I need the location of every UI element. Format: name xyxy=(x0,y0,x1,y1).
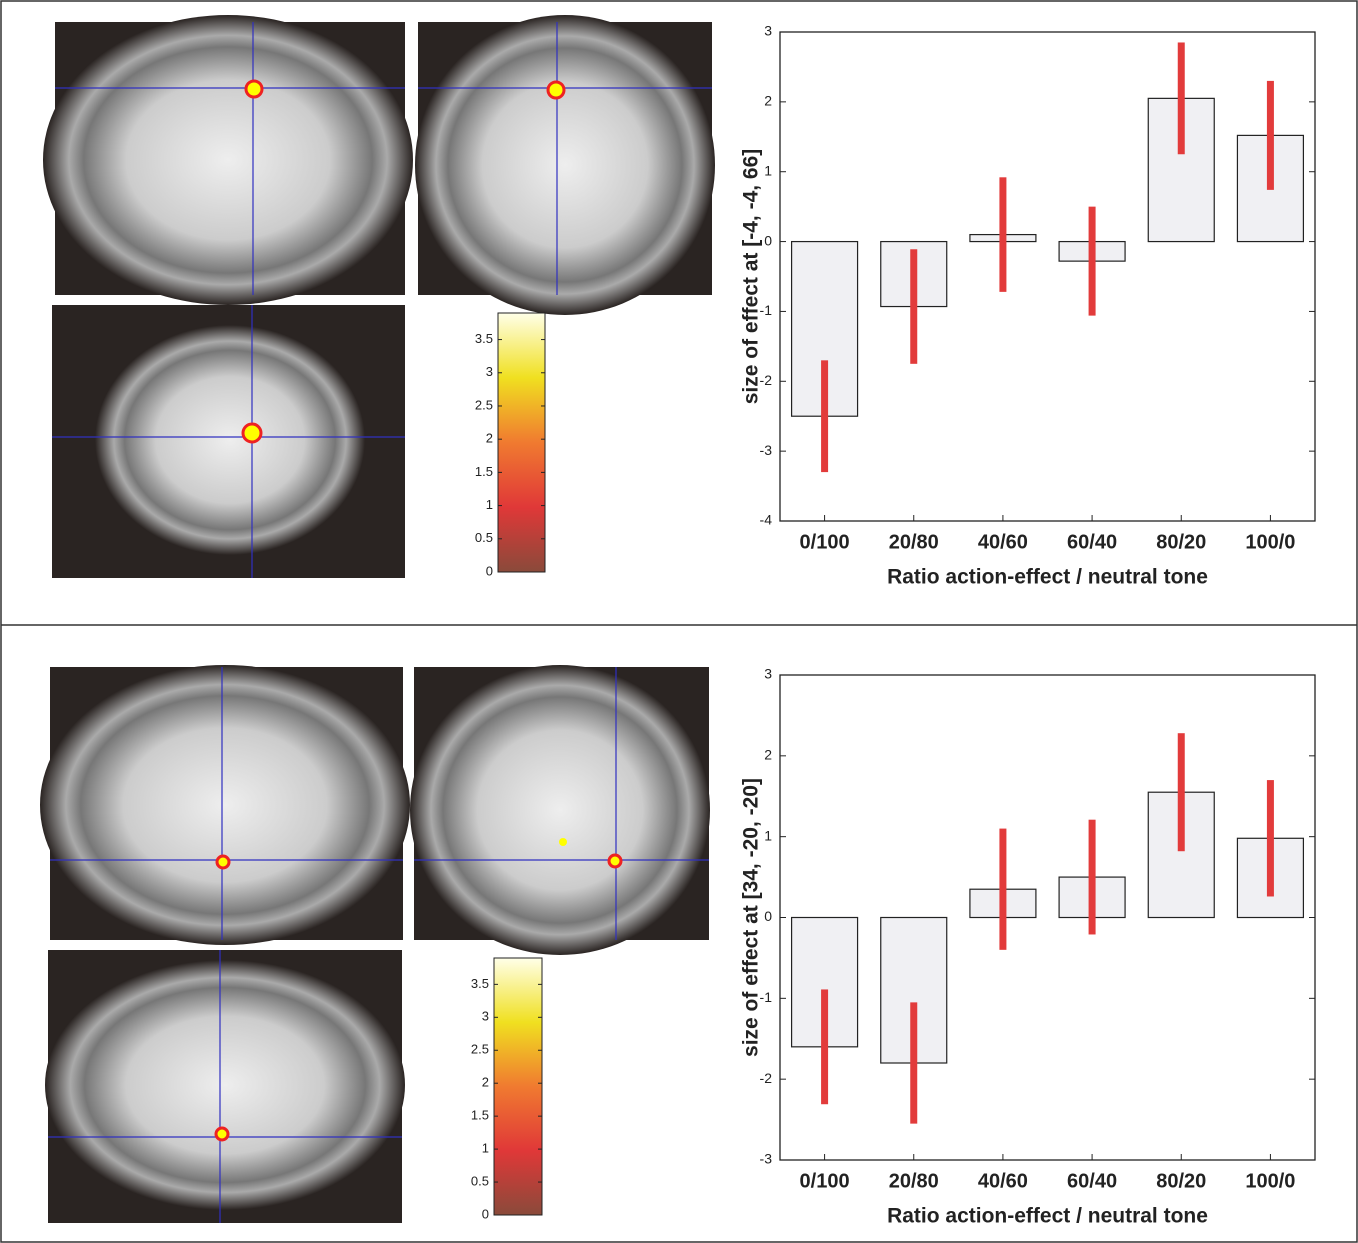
y-tick-label: 1 xyxy=(764,827,772,843)
error-bar xyxy=(1267,81,1274,190)
error-bar xyxy=(1178,42,1185,154)
error-bar xyxy=(1089,207,1096,316)
y-tick-label: -4 xyxy=(760,512,773,528)
colorbar-tick-label: 3.5 xyxy=(475,331,493,346)
y-tick-label: 1 xyxy=(764,162,772,178)
x-tick-label: 40/60 xyxy=(978,1170,1028,1192)
brain-slices-top xyxy=(43,15,715,578)
colorbar-tick-label: 1.5 xyxy=(471,1108,489,1123)
colorbar-tick-label: 1.5 xyxy=(475,464,493,479)
colorbar-tick-label: 0 xyxy=(486,563,493,578)
y-tick-label: 0 xyxy=(764,908,772,924)
error-bar xyxy=(821,360,828,472)
error-bar xyxy=(1089,820,1096,935)
x-tick-label: 60/40 xyxy=(1067,1170,1117,1192)
y-axis-label: size of effect at [34, -20, -20] xyxy=(740,778,763,1057)
colorbar-tick-label: 2.5 xyxy=(471,1042,489,1057)
x-tick-label: 20/80 xyxy=(889,531,939,553)
y-tick-label: 3 xyxy=(764,666,772,682)
x-tick-label: 0/100 xyxy=(800,1170,850,1192)
y-tick-label: -3 xyxy=(760,1151,773,1167)
y-axis-label: size of effect at [-4, -4, 66] xyxy=(740,149,763,405)
error-bar xyxy=(910,1002,917,1123)
colorbar-tick-label: 3 xyxy=(482,1009,489,1024)
error-bar xyxy=(821,989,828,1104)
x-tick-label: 80/20 xyxy=(1156,531,1206,553)
colorbar-tick-label: 2 xyxy=(486,431,493,446)
figure: -4-3-2-101230/10020/8040/6060/4080/20100… xyxy=(0,0,1358,1243)
x-tick-label: 80/20 xyxy=(1156,1170,1206,1192)
colorbar-tick-label: 3 xyxy=(486,364,493,379)
colorbar-tick-label: 1 xyxy=(486,497,493,512)
x-tick-label: 0/100 xyxy=(800,531,850,553)
colorbar-tick-label: 0.5 xyxy=(471,1173,489,1188)
x-tick-label: 60/40 xyxy=(1067,531,1117,553)
y-tick-label: -3 xyxy=(760,442,773,458)
error-bar xyxy=(1267,780,1274,896)
brain-slices-bottom xyxy=(40,665,710,1223)
error-bar xyxy=(999,177,1006,292)
plot-area xyxy=(780,675,1315,1160)
y-tick-label: 2 xyxy=(764,93,772,109)
y-tick-label: 2 xyxy=(764,747,772,763)
x-tick-label: 20/80 xyxy=(889,1170,939,1192)
colorbar-tick-label: 0 xyxy=(482,1206,489,1221)
y-tick-label: -2 xyxy=(760,1070,773,1086)
colorbar-tick-label: 0.5 xyxy=(475,530,493,545)
colorbar xyxy=(498,313,545,572)
plot-area xyxy=(780,32,1315,521)
colorbar-tick-label: 2.5 xyxy=(475,397,493,412)
colorbar-tick-label: 3.5 xyxy=(471,976,489,991)
error-bar xyxy=(1178,733,1185,851)
x-tick-label: 100/0 xyxy=(1245,531,1295,553)
x-tick-label: 40/60 xyxy=(978,531,1028,553)
y-tick-label: 0 xyxy=(764,232,772,248)
colorbar-tick-label: 2 xyxy=(482,1075,489,1090)
colorbar-tick-label: 1 xyxy=(482,1141,489,1156)
error-bar xyxy=(999,829,1006,950)
x-axis-label: Ratio action-effect / neutral tone xyxy=(887,566,1208,589)
y-tick-label: 3 xyxy=(764,23,772,39)
error-bar xyxy=(910,249,917,364)
x-tick-label: 100/0 xyxy=(1245,1170,1295,1192)
colorbar xyxy=(494,958,542,1215)
x-axis-label: Ratio action-effect / neutral tone xyxy=(887,1205,1208,1228)
